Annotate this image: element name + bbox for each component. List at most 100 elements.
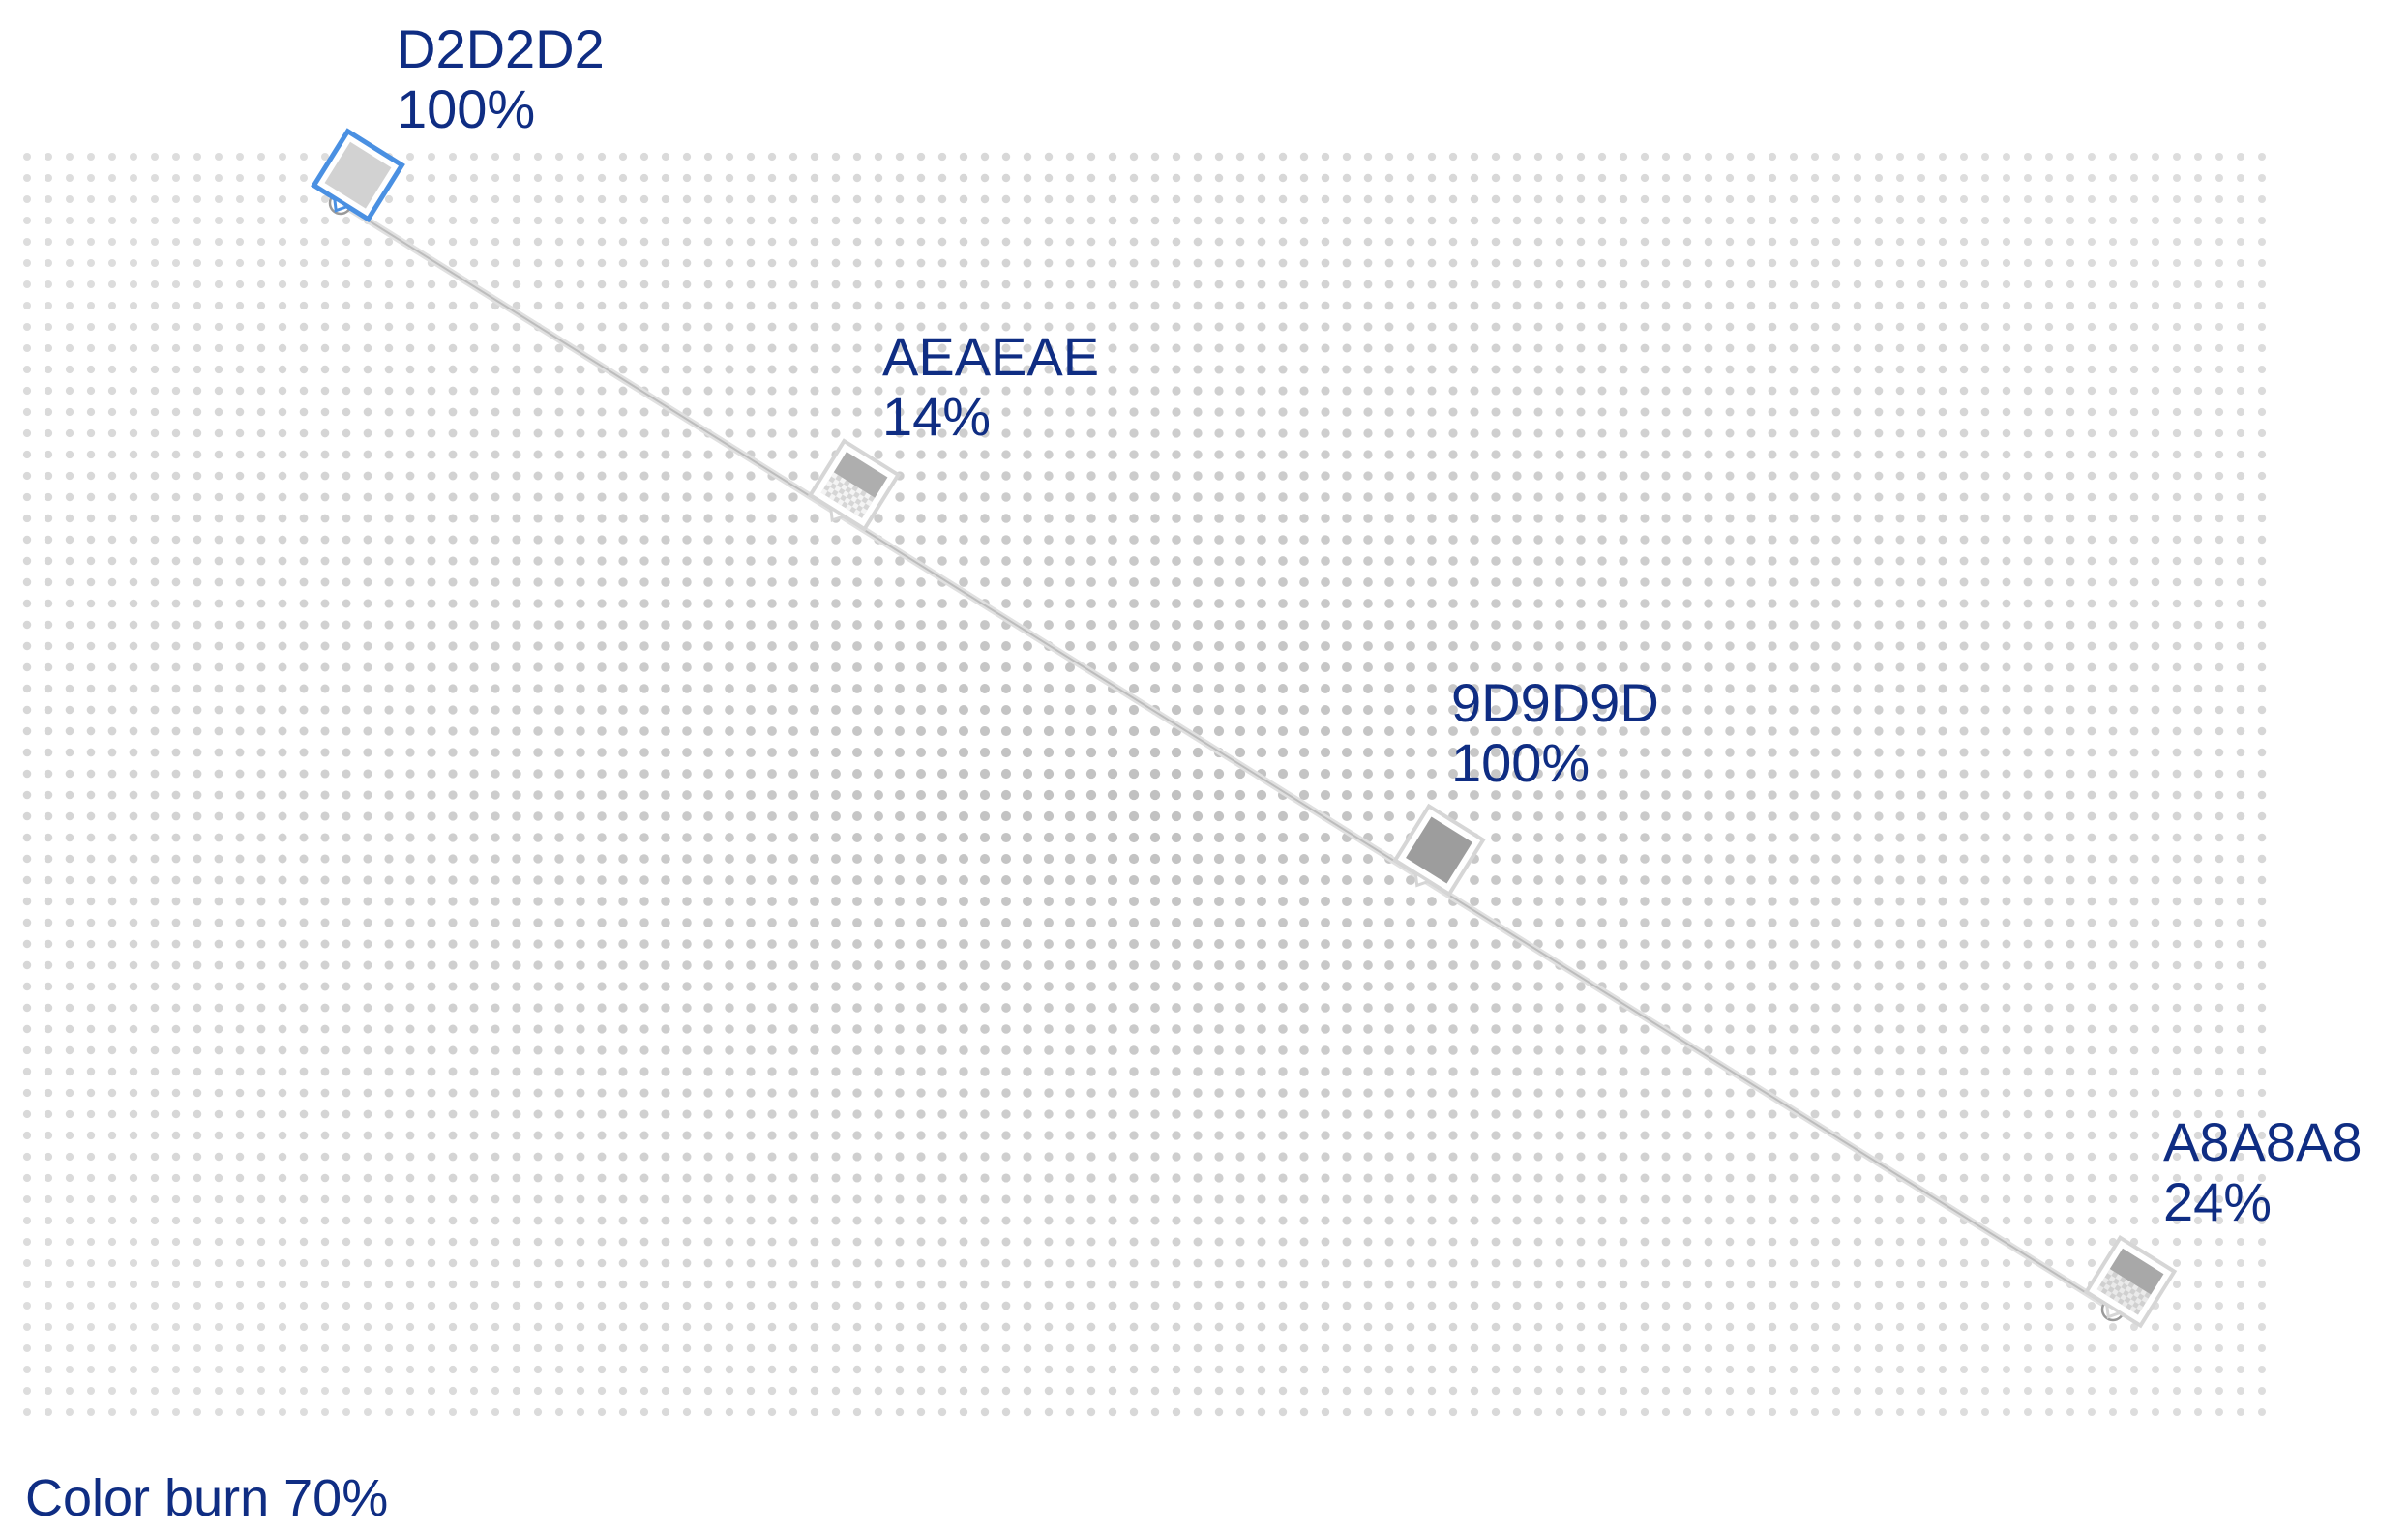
grid-dot	[1193, 599, 1203, 608]
grid-dot	[469, 173, 479, 183]
grid-dot	[1214, 216, 1224, 225]
grid-dot	[533, 1088, 543, 1098]
grid-dot	[214, 492, 223, 502]
grid-dot	[618, 641, 628, 651]
grid-dot	[1172, 386, 1181, 396]
grid-dot	[895, 407, 905, 417]
grid-dot	[2151, 1003, 2160, 1013]
grid-dot	[1555, 450, 1564, 459]
grid-dot	[874, 258, 883, 268]
grid-dot	[1342, 662, 1352, 672]
grid-dot	[1406, 1131, 1415, 1140]
grid-dot	[1576, 1003, 1586, 1013]
grid-dot	[1555, 556, 1564, 566]
grid-dot	[1725, 1003, 1735, 1013]
grid-dot	[959, 1067, 968, 1076]
grid-dot	[1661, 897, 1671, 906]
grid-dot	[384, 514, 394, 523]
grid-dot	[448, 769, 458, 779]
grid-dot	[1938, 450, 1947, 459]
grid-dot	[1128, 725, 1140, 737]
grid-dot	[1299, 471, 1309, 481]
grid-dot	[1938, 237, 1947, 247]
grid-dot	[512, 365, 521, 374]
grid-dot	[2108, 620, 2118, 630]
grid-dot	[1065, 1131, 1075, 1140]
grid-dot	[1682, 152, 1692, 162]
grid-dot	[1277, 704, 1289, 716]
grid-dot	[469, 556, 479, 566]
grid-dot	[1789, 407, 1799, 417]
grid-dot	[831, 365, 841, 374]
grid-dot	[661, 1067, 670, 1076]
grid-dot	[576, 216, 585, 225]
grid-dot	[1406, 897, 1415, 906]
grid-dot	[107, 960, 117, 970]
grid-dot	[1661, 960, 1671, 970]
grid-dot	[107, 428, 117, 438]
grid-dot	[1470, 535, 1479, 545]
grid-dot	[980, 684, 990, 693]
grid-dot	[661, 280, 670, 289]
grid-dot	[1384, 173, 1394, 183]
grid-dot	[1427, 173, 1437, 183]
grid-dot	[1085, 768, 1097, 780]
grid-dot	[1470, 407, 1479, 417]
grid-dot	[150, 960, 160, 970]
grid-dot	[1406, 407, 1415, 417]
grid-dot	[384, 1109, 394, 1119]
grid-dot	[1172, 1109, 1181, 1119]
grid-dot	[2152, 238, 2159, 246]
grid-dot	[2066, 492, 2075, 502]
grid-dot	[1470, 599, 1479, 608]
grid-dot	[256, 1152, 266, 1162]
grid-dot	[2044, 365, 2054, 374]
grid-dot	[1895, 641, 1905, 651]
grid-dot	[1384, 1109, 1394, 1119]
grid-dot	[1789, 1003, 1799, 1013]
grid-dot	[1427, 258, 1437, 268]
grid-dot	[1406, 322, 1415, 332]
grid-dot	[533, 769, 543, 779]
grid-dot	[1321, 875, 1330, 885]
grid-dot	[1299, 535, 1309, 545]
grid-dot	[1427, 726, 1437, 736]
grid-dot	[1831, 1024, 1841, 1034]
grid-dot	[1725, 535, 1735, 545]
grid-dot	[597, 258, 607, 268]
grid-dot	[193, 535, 202, 545]
grid-dot	[1342, 641, 1352, 651]
grid-dot	[682, 216, 692, 225]
grid-dot	[1576, 343, 1586, 353]
grid-dot	[1682, 450, 1692, 459]
grid-dot	[342, 1131, 351, 1140]
grid-dot	[639, 684, 649, 693]
grid-dot	[1789, 280, 1799, 289]
grid-dot	[448, 960, 458, 970]
grid-dot	[342, 407, 351, 417]
grid-dot	[1065, 960, 1075, 970]
grid-dot	[2151, 620, 2160, 630]
grid-dot	[1299, 194, 1309, 204]
grid-dot	[1555, 1131, 1564, 1140]
grid-dot	[1768, 833, 1777, 842]
grid-dot	[342, 492, 351, 502]
grid-dot	[1172, 280, 1181, 289]
grid-dot	[107, 301, 117, 310]
grid-dot	[1831, 662, 1841, 672]
grid-dot	[2172, 662, 2182, 672]
grid-dot	[1214, 577, 1224, 587]
grid-dot	[1917, 514, 1926, 523]
grid-dot	[767, 258, 777, 268]
grid-dot	[576, 811, 585, 821]
grid-dot	[1129, 450, 1139, 459]
grid-dot	[1214, 280, 1224, 289]
grid-dot	[980, 897, 990, 906]
grid-dot	[1853, 854, 1862, 864]
grid-dot	[1321, 1109, 1330, 1119]
grid-dot	[405, 365, 415, 374]
grid-dot	[2193, 620, 2203, 630]
grid-dot	[1619, 258, 1628, 268]
grid-dot	[1044, 939, 1054, 949]
